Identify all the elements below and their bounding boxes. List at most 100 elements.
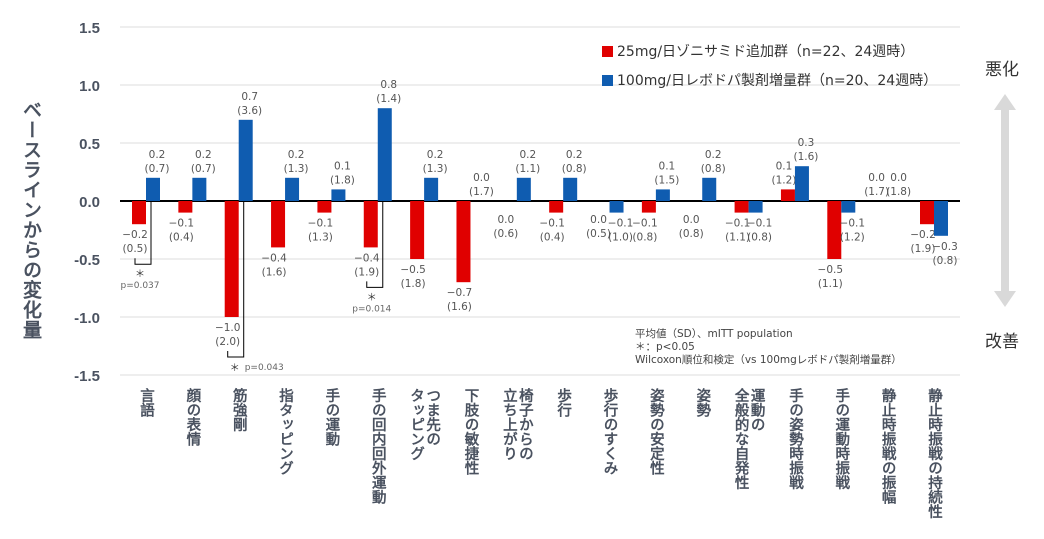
bar-levodopa [192, 177, 207, 201]
data-label-value: −0.1 [840, 218, 866, 230]
data-label-sd: (1.3) [284, 163, 309, 175]
data-label-sd: (1.2) [840, 232, 865, 244]
significance-bracket [134, 201, 152, 265]
data-label-value: 0.1 [776, 160, 793, 172]
data-label-sd: (0.7) [145, 163, 170, 175]
category-label: 手の運動時振戦 [833, 388, 850, 490]
category-label: 姿勢 [694, 388, 711, 417]
better-label: 改善 [985, 332, 1019, 352]
data-label-sd: (1.1) [515, 163, 540, 175]
data-label-value: 0.0 [868, 172, 885, 184]
bar-zonisamide [410, 201, 425, 259]
legend: 25mg/日ゾニサミド追加群（n=22、24週時） 100mg/日レボドパ製剤増… [602, 38, 937, 96]
significance-mark: ＊ [367, 292, 377, 303]
p-value: p=0.043 [245, 363, 284, 373]
arrow-down-head [994, 291, 1016, 307]
data-label-value: −1.0 [215, 322, 241, 334]
data-label-value: −0.2 [910, 229, 936, 241]
data-label-sd: (1.8) [330, 174, 355, 186]
bar-zonisamide [920, 201, 934, 225]
data-label-sd: (1.1) [818, 278, 843, 290]
data-label-value: 0.0 [590, 214, 607, 226]
data-label-value: −0.1 [747, 218, 773, 230]
bar-levodopa [377, 108, 392, 201]
category-label: 下肢の敏捷性 [462, 388, 479, 475]
bar-zonisamide [224, 201, 239, 317]
category-label: 顔の表情 [184, 388, 201, 446]
category-label: 姿勢の安定性 [647, 388, 664, 475]
data-label-sd: (0.8) [701, 163, 726, 175]
category-label: 手の回内回外運動 [369, 388, 386, 504]
y-axis-title: ベースラインからの変化量 [20, 100, 42, 340]
bar-levodopa [516, 177, 531, 201]
data-label-sd: (0.8) [747, 232, 772, 244]
y-tick-label: 1.0 [79, 78, 100, 95]
category-label: 指タッピング [277, 388, 294, 475]
legend-swatch [602, 75, 613, 86]
data-label-sd: (1.9) [354, 266, 379, 278]
data-label-value: −0.7 [447, 287, 473, 299]
data-label-sd: (1.6) [447, 301, 472, 313]
bar-zonisamide [827, 201, 842, 259]
data-label-value: 0.0 [473, 172, 490, 184]
data-label-value: −0.1 [608, 218, 634, 230]
data-label-value: −0.1 [169, 218, 195, 230]
significance-bracket [227, 201, 245, 358]
data-label-sd: (1.2) [771, 174, 796, 186]
data-label-sd: (1.8) [886, 186, 911, 198]
category-label: 運動の 全般的な自発性 [732, 388, 765, 490]
category-label: 静止時振戦の振幅 [879, 388, 896, 504]
y-tick-label: -0.5 [74, 252, 100, 269]
category-label: 筋強剛 [230, 388, 247, 432]
data-label-value: −0.5 [400, 264, 426, 276]
bar-levodopa [702, 177, 717, 201]
legend-item-levodopa: 100mg/日レボドパ製剤増量群（n=20、24週時） [602, 67, 937, 96]
bar-zonisamide [641, 201, 656, 213]
bar-zonisamide [271, 201, 286, 248]
bar-levodopa [748, 201, 763, 213]
legend-item-zonisamide: 25mg/日ゾニサミド追加群（n=22、24週時） [602, 38, 937, 67]
category-label: 手の姿勢時振戦 [786, 388, 803, 490]
y-tick-label: -1.0 [74, 310, 100, 327]
bar-zonisamide [456, 201, 471, 283]
y-tick-label: -1.5 [74, 368, 100, 385]
bar-levodopa [609, 201, 624, 213]
data-label-sd: (1.6) [262, 266, 287, 278]
significance-mark: ＊ [135, 269, 145, 280]
data-label-value: 0.7 [241, 91, 258, 103]
bar-levodopa [934, 201, 948, 236]
data-label-sd: (0.5) [123, 243, 148, 255]
p-value: p=0.037 [120, 281, 159, 291]
category-label: 手の運動 [323, 388, 340, 446]
category-label: 椅子からの 立ち上がり [500, 388, 533, 461]
category-label: 歩行 [555, 388, 572, 417]
bar-levodopa [424, 177, 439, 201]
data-label-value: 0.3 [798, 137, 815, 149]
data-label-value: −0.1 [308, 218, 334, 230]
worse-label: 悪化 [985, 60, 1019, 80]
bar-levodopa [146, 177, 160, 201]
data-label-sd: (0.5) [586, 228, 611, 240]
bar-levodopa [794, 166, 809, 201]
data-label-value: −0.2 [122, 229, 148, 241]
category-label: 言語 [138, 388, 154, 417]
data-label-sd: (0.4) [169, 232, 194, 244]
data-label-value: 0.2 [149, 149, 166, 161]
data-label-sd: (1.1) [725, 232, 750, 244]
y-tick-label: 0.5 [79, 136, 100, 153]
bar-levodopa [238, 119, 253, 201]
data-label-value: 0.2 [566, 149, 583, 161]
legend-label: 100mg/日レボドパ製剤増量群（n=20、24週時） [617, 73, 938, 89]
data-label-sd: (1.4) [376, 93, 401, 105]
data-label-value: −0.5 [818, 264, 844, 276]
data-label-sd: (1.3) [308, 232, 333, 244]
bar-zonisamide [734, 201, 749, 213]
data-label-value: 0.1 [659, 160, 676, 172]
data-label-value: 0.2 [519, 149, 536, 161]
data-label-value: 0.0 [683, 214, 700, 226]
data-label-sd: (1.0) [608, 232, 633, 244]
data-label-value: 0.2 [288, 149, 305, 161]
data-label-sd: (1.5) [654, 174, 679, 186]
legend-swatch [602, 46, 613, 57]
y-tick-label: 1.5 [79, 20, 100, 37]
